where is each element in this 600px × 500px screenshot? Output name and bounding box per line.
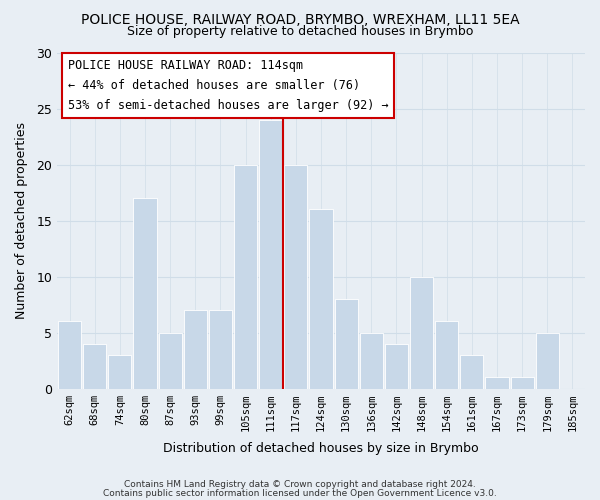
Text: Size of property relative to detached houses in Brymbo: Size of property relative to detached ho…: [127, 25, 473, 38]
Bar: [58, 322, 81, 388]
Bar: [335, 299, 358, 388]
Bar: [460, 355, 484, 388]
Bar: [485, 378, 509, 388]
Bar: [385, 344, 408, 388]
Bar: [536, 332, 559, 388]
Bar: [410, 276, 433, 388]
Bar: [158, 332, 182, 388]
Bar: [360, 332, 383, 388]
Bar: [209, 310, 232, 388]
Bar: [234, 164, 257, 388]
Bar: [284, 164, 307, 388]
Text: POLICE HOUSE, RAILWAY ROAD, BRYMBO, WREXHAM, LL11 5EA: POLICE HOUSE, RAILWAY ROAD, BRYMBO, WREX…: [80, 12, 520, 26]
Y-axis label: Number of detached properties: Number of detached properties: [15, 122, 28, 319]
X-axis label: Distribution of detached houses by size in Brymbo: Distribution of detached houses by size …: [163, 442, 479, 455]
Bar: [184, 310, 207, 388]
Bar: [310, 210, 332, 388]
Bar: [435, 322, 458, 388]
Text: Contains HM Land Registry data © Crown copyright and database right 2024.: Contains HM Land Registry data © Crown c…: [124, 480, 476, 489]
Bar: [109, 355, 131, 388]
Text: Contains public sector information licensed under the Open Government Licence v3: Contains public sector information licen…: [103, 488, 497, 498]
Bar: [133, 198, 157, 388]
Text: POLICE HOUSE RAILWAY ROAD: 114sqm
← 44% of detached houses are smaller (76)
53% : POLICE HOUSE RAILWAY ROAD: 114sqm ← 44% …: [68, 59, 388, 112]
Bar: [511, 378, 534, 388]
Bar: [259, 120, 283, 388]
Bar: [83, 344, 106, 388]
